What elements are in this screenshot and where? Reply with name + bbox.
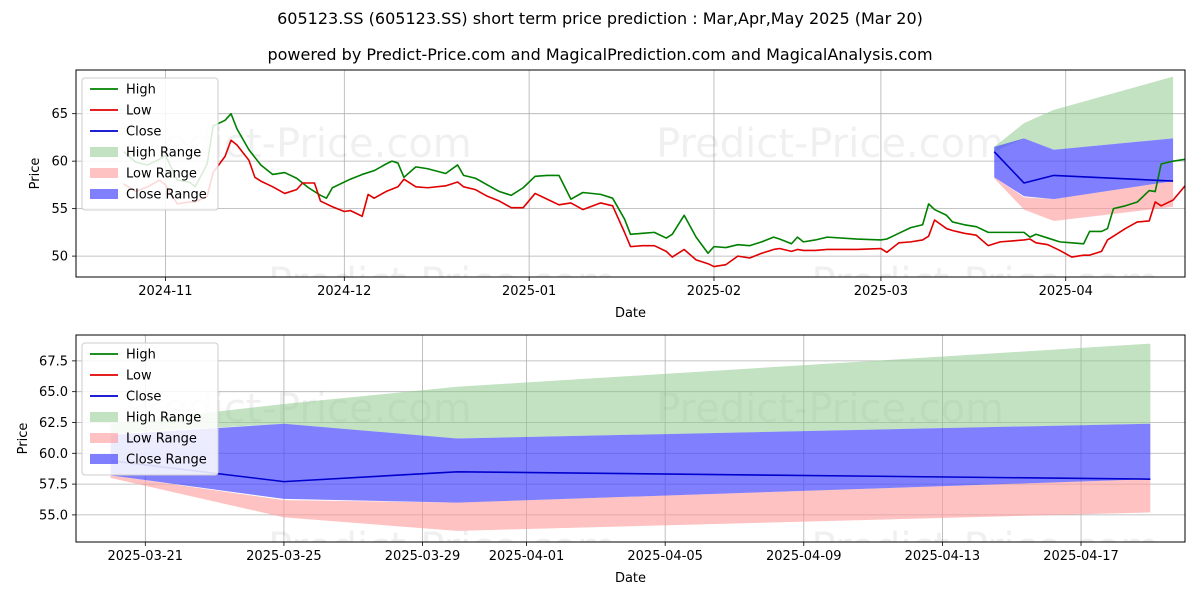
- x-tick-label: 2025-04-13: [905, 549, 981, 564]
- y-tick-label: 65.0: [39, 385, 68, 400]
- legend-label-close-range: Close Range: [126, 188, 207, 203]
- x-tick-label: 2025-03: [854, 284, 908, 299]
- x-tick-label: 2025-04-09: [766, 549, 842, 564]
- y-tick-label: 62.5: [39, 416, 68, 431]
- x-tick-label: 2025-04-05: [627, 549, 703, 564]
- watermark-text: Predict-Price.com: [656, 121, 1004, 167]
- x-tick-label: 2025-01: [502, 284, 556, 299]
- x-tick-label: 2025-03-25: [246, 549, 322, 564]
- close-line: [993, 151, 1174, 184]
- legend-label-low-range: Low Range: [126, 432, 197, 447]
- legend-swatch-high-range: [90, 412, 118, 422]
- x-tick-label: 2025-03-21: [108, 549, 184, 564]
- y-tick-label: 60.0: [39, 447, 68, 462]
- x-tick-label: 2024-11: [138, 284, 192, 299]
- legend-swatch-close-range: [90, 454, 118, 464]
- y-tick-label: 55: [51, 202, 68, 217]
- close-range-band: [110, 423, 1151, 503]
- legend-swatch-high-range: [90, 147, 118, 157]
- legend-label-low: Low: [126, 369, 152, 384]
- y-axis-label: Price: [16, 423, 31, 455]
- legend-label-close-range: Close Range: [126, 453, 207, 468]
- y-tick-label: 65: [51, 107, 68, 122]
- close-range-band: [994, 138, 1174, 200]
- watermark-text: Predict-Price.com: [811, 525, 1159, 571]
- low-line: [123, 139, 1185, 268]
- y-tick-label: 57.5: [39, 478, 68, 493]
- chart-subtitle: powered by Predict-Price.com and Magical…: [267, 45, 933, 64]
- high-range-band: [110, 343, 1151, 439]
- chart-title: 605123.SS (605123.SS) short term price p…: [277, 9, 923, 28]
- low-range-band: [994, 177, 1174, 221]
- watermark-text: Predict-Price.com: [268, 525, 616, 571]
- legend-label-low: Low: [126, 104, 152, 119]
- x-tick-label: 2025-02: [687, 284, 741, 299]
- high-range-band: [994, 76, 1174, 152]
- legend-label-high-range: High Range: [126, 411, 201, 426]
- x-tick-label: 2025-04-17: [1043, 549, 1119, 564]
- plot-frame: [75, 69, 1186, 278]
- chart-panel-1: 2024-11 2024-12 2025-01 2025-02 2025-03 2025-…: [28, 69, 1186, 321]
- legend-swatch-low-range: [90, 433, 118, 443]
- x-tick-label: 2025-04: [1039, 284, 1093, 299]
- chart-panel-2: 2025-03-21 2025-03-25 2025-03-29 2025-04-01…: [16, 334, 1186, 586]
- y-tick-label: 67.5: [39, 354, 68, 369]
- x-tick-label: 2025-04-01: [489, 549, 565, 564]
- legend-label-high-range: High Range: [126, 146, 201, 161]
- legend-label-high: High: [126, 348, 156, 363]
- y-tick-label: 55.0: [39, 508, 68, 523]
- legend-label-close: Close: [126, 390, 161, 405]
- watermark-text: Predict-Price.com: [811, 260, 1159, 306]
- legend-swatch-close-range: [90, 189, 118, 199]
- low-range-band: [110, 475, 1151, 531]
- y-tick-label: 50: [51, 250, 68, 265]
- legend-label-low-range: Low Range: [126, 167, 197, 182]
- x-axis-label: Date: [615, 571, 646, 586]
- legend-label-close: Close: [126, 125, 161, 140]
- x-tick-label: 2024-12: [317, 284, 371, 299]
- watermark-text: Predict-Price.com: [268, 260, 616, 306]
- y-tick-label: 60: [51, 155, 68, 170]
- x-tick-label: 2025-03-29: [385, 549, 461, 564]
- chart-legend: High Low Close High Range Low Range Close Ran…: [81, 342, 219, 476]
- y-axis-label: Price: [28, 158, 43, 190]
- legend-label-high: High: [126, 83, 156, 98]
- chart-legend: High Low Close High Range Low Range Close Ran…: [81, 77, 219, 211]
- x-axis-label: Date: [615, 306, 646, 321]
- legend-swatch-low-range: [90, 168, 118, 178]
- high-line: [123, 112, 1185, 255]
- plot-frame: [75, 334, 1186, 543]
